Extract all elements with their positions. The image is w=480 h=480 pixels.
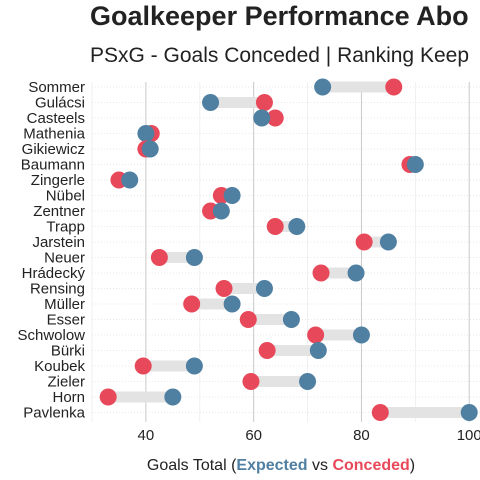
x-tick-label: 40 <box>138 427 155 444</box>
category-label: Esser <box>47 312 85 329</box>
expected-point <box>314 78 332 96</box>
x-axis-title-expected: Expected <box>236 457 307 474</box>
category-labels: SommerGulácsiCasteelsMatheniaGikiewiczBa… <box>17 79 85 422</box>
x-axis-title-suffix: ) <box>410 457 415 474</box>
conceded-point <box>99 388 117 406</box>
expected-point <box>185 249 203 266</box>
expected-point <box>223 187 241 204</box>
category-label: Trapp <box>46 219 85 236</box>
x-axis-title-middle: vs <box>308 457 333 474</box>
category-label: Casteels <box>27 110 85 127</box>
category-label: Müller <box>44 296 85 313</box>
conceded-point <box>255 94 273 111</box>
category-label: Bürki <box>51 343 85 360</box>
category-label: Horn <box>52 389 85 406</box>
expected-point <box>141 140 159 158</box>
category-label: Rensing <box>30 281 85 298</box>
expected-point <box>309 342 327 359</box>
expected-point <box>255 280 273 297</box>
expected-point <box>137 125 155 142</box>
category-label: Mathenia <box>23 126 85 143</box>
category-label: Jarstein <box>32 234 85 251</box>
expected-point <box>347 264 365 282</box>
conceded-point <box>215 280 233 297</box>
expected-point <box>164 388 182 406</box>
conceded-point <box>312 264 330 282</box>
conceded-point <box>183 295 201 313</box>
conceded-point <box>266 218 284 235</box>
category-label: Gulácsi <box>35 95 85 112</box>
category-label: Zingerle <box>31 172 85 189</box>
point-layer <box>99 78 478 421</box>
conceded-point <box>385 78 403 96</box>
x-tick-label: 100 <box>457 427 480 444</box>
x-axis-title-prefix: Goals Total ( <box>147 457 237 474</box>
conceded-point <box>355 233 373 251</box>
conceded-point <box>307 326 325 344</box>
expected-point <box>223 295 241 313</box>
category-label: Zentner <box>33 203 85 220</box>
x-axis-title-conceded: Conceded <box>332 457 409 474</box>
category-label: Nübel <box>46 188 85 205</box>
expected-point <box>121 171 139 189</box>
expected-point <box>299 373 317 390</box>
category-label: Zieler <box>47 374 85 391</box>
conceded-point <box>258 342 276 359</box>
category-label: Hrádecký <box>22 265 86 282</box>
x-tick-labels: 40 60 80 100 <box>138 427 480 444</box>
chart-title: Goalkeeper Performance Abo <box>90 1 469 31</box>
conceded-point <box>134 357 152 375</box>
conceded-point <box>239 311 257 328</box>
expected-point <box>253 109 271 127</box>
category-label: Sommer <box>28 79 85 96</box>
x-axis-title: Goals Total (Expected vs Conceded) <box>147 457 415 474</box>
conceded-point <box>371 404 389 421</box>
conceded-point <box>242 373 260 390</box>
category-label: Neuer <box>44 250 85 267</box>
category-label: Gikiewicz <box>22 141 85 158</box>
category-label: Pavlenka <box>23 405 85 422</box>
category-label: Koubek <box>34 358 85 375</box>
chart-subtitle: PSxG - Goals Conceded | Ranking Keep <box>90 44 469 67</box>
expected-point <box>282 311 300 328</box>
expected-point <box>212 202 230 220</box>
expected-point <box>379 233 397 251</box>
expected-point <box>288 218 306 235</box>
x-tick-label: 80 <box>353 427 370 444</box>
category-label: Baumann <box>21 157 85 174</box>
expected-point <box>406 156 424 173</box>
x-tick-label: 60 <box>245 427 262 444</box>
category-label: Schwolow <box>17 327 85 344</box>
conceded-point <box>266 109 284 127</box>
expected-point <box>352 326 370 344</box>
expected-point <box>460 404 478 421</box>
expected-point <box>185 357 203 375</box>
conceded-point <box>150 249 168 266</box>
expected-point <box>202 94 220 111</box>
